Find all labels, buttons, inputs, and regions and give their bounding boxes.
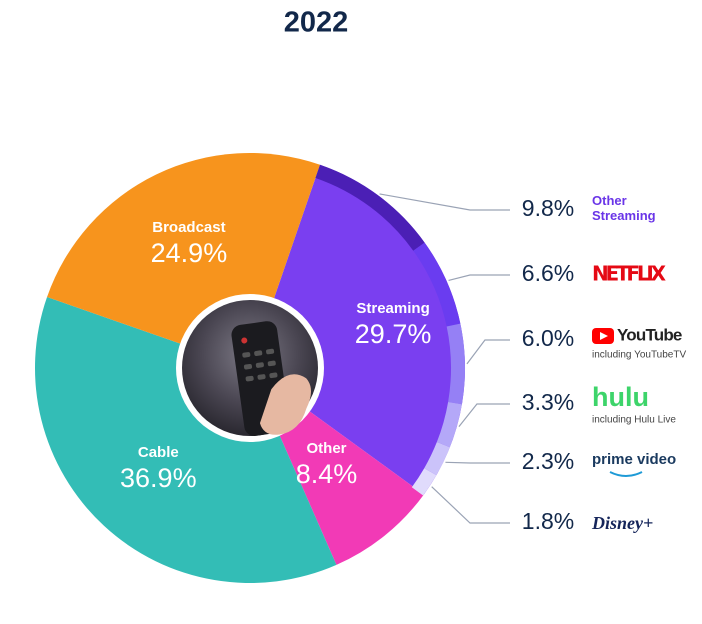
slice-name: Cable <box>138 444 179 461</box>
breakdown-segment <box>413 242 461 327</box>
breakdown-segment <box>424 442 450 476</box>
leader-line <box>466 339 510 365</box>
leader-line <box>458 403 510 427</box>
breakdown-name: hulu <box>592 382 649 412</box>
slice-value: 29.7% <box>355 319 432 349</box>
breakdown-value: 3.3% <box>522 389 574 415</box>
breakdown-name: Disney+ <box>591 513 653 533</box>
leader-line <box>379 193 510 211</box>
center-photo <box>176 294 324 442</box>
slice-labels: Streaming 29.7% Other 8.4% Cable 36.9% Broadca… <box>120 219 431 493</box>
slice-value: 8.4% <box>296 459 358 489</box>
slice-name: Broadcast <box>152 219 225 236</box>
streaming-breakdown <box>315 164 465 496</box>
breakdown-value: 9.8% <box>522 195 574 221</box>
breakdown-value: 2.3% <box>522 448 574 474</box>
breakdown-note: including YouTubeTV <box>592 350 686 361</box>
breakdown-legend: 9.8% Other Streaming 6.6% NETFLIX 6.0% YouTube… <box>379 193 686 534</box>
youtube-play <box>600 332 608 340</box>
leader-line <box>445 461 510 464</box>
leader-line <box>448 274 510 282</box>
breakdown-segment <box>411 468 437 496</box>
breakdown-segment <box>446 323 465 405</box>
slice-name: Other <box>307 440 347 457</box>
breakdown-name: NETFLIX <box>592 262 667 286</box>
chart-title: 2022 <box>284 7 349 39</box>
breakdown-segment <box>315 164 425 251</box>
breakdown-note: including Hulu Live <box>592 415 676 426</box>
breakdown-segment <box>436 401 462 448</box>
breakdown-value: 6.6% <box>522 260 574 286</box>
breakdown-name: Other Streaming <box>592 193 656 223</box>
slice-value: 24.9% <box>151 238 228 268</box>
breakdown-name: YouTube <box>617 325 682 344</box>
slice-value: 36.9% <box>120 463 197 493</box>
breakdown-value: 1.8% <box>522 508 574 534</box>
slice-name: Streaming <box>356 300 429 317</box>
remote <box>231 321 312 436</box>
slice <box>35 297 337 583</box>
prime-smile <box>609 471 643 477</box>
leader-line <box>431 486 510 524</box>
breakdown-name: prime video <box>592 451 676 468</box>
breakdown-value: 6.0% <box>522 325 574 351</box>
